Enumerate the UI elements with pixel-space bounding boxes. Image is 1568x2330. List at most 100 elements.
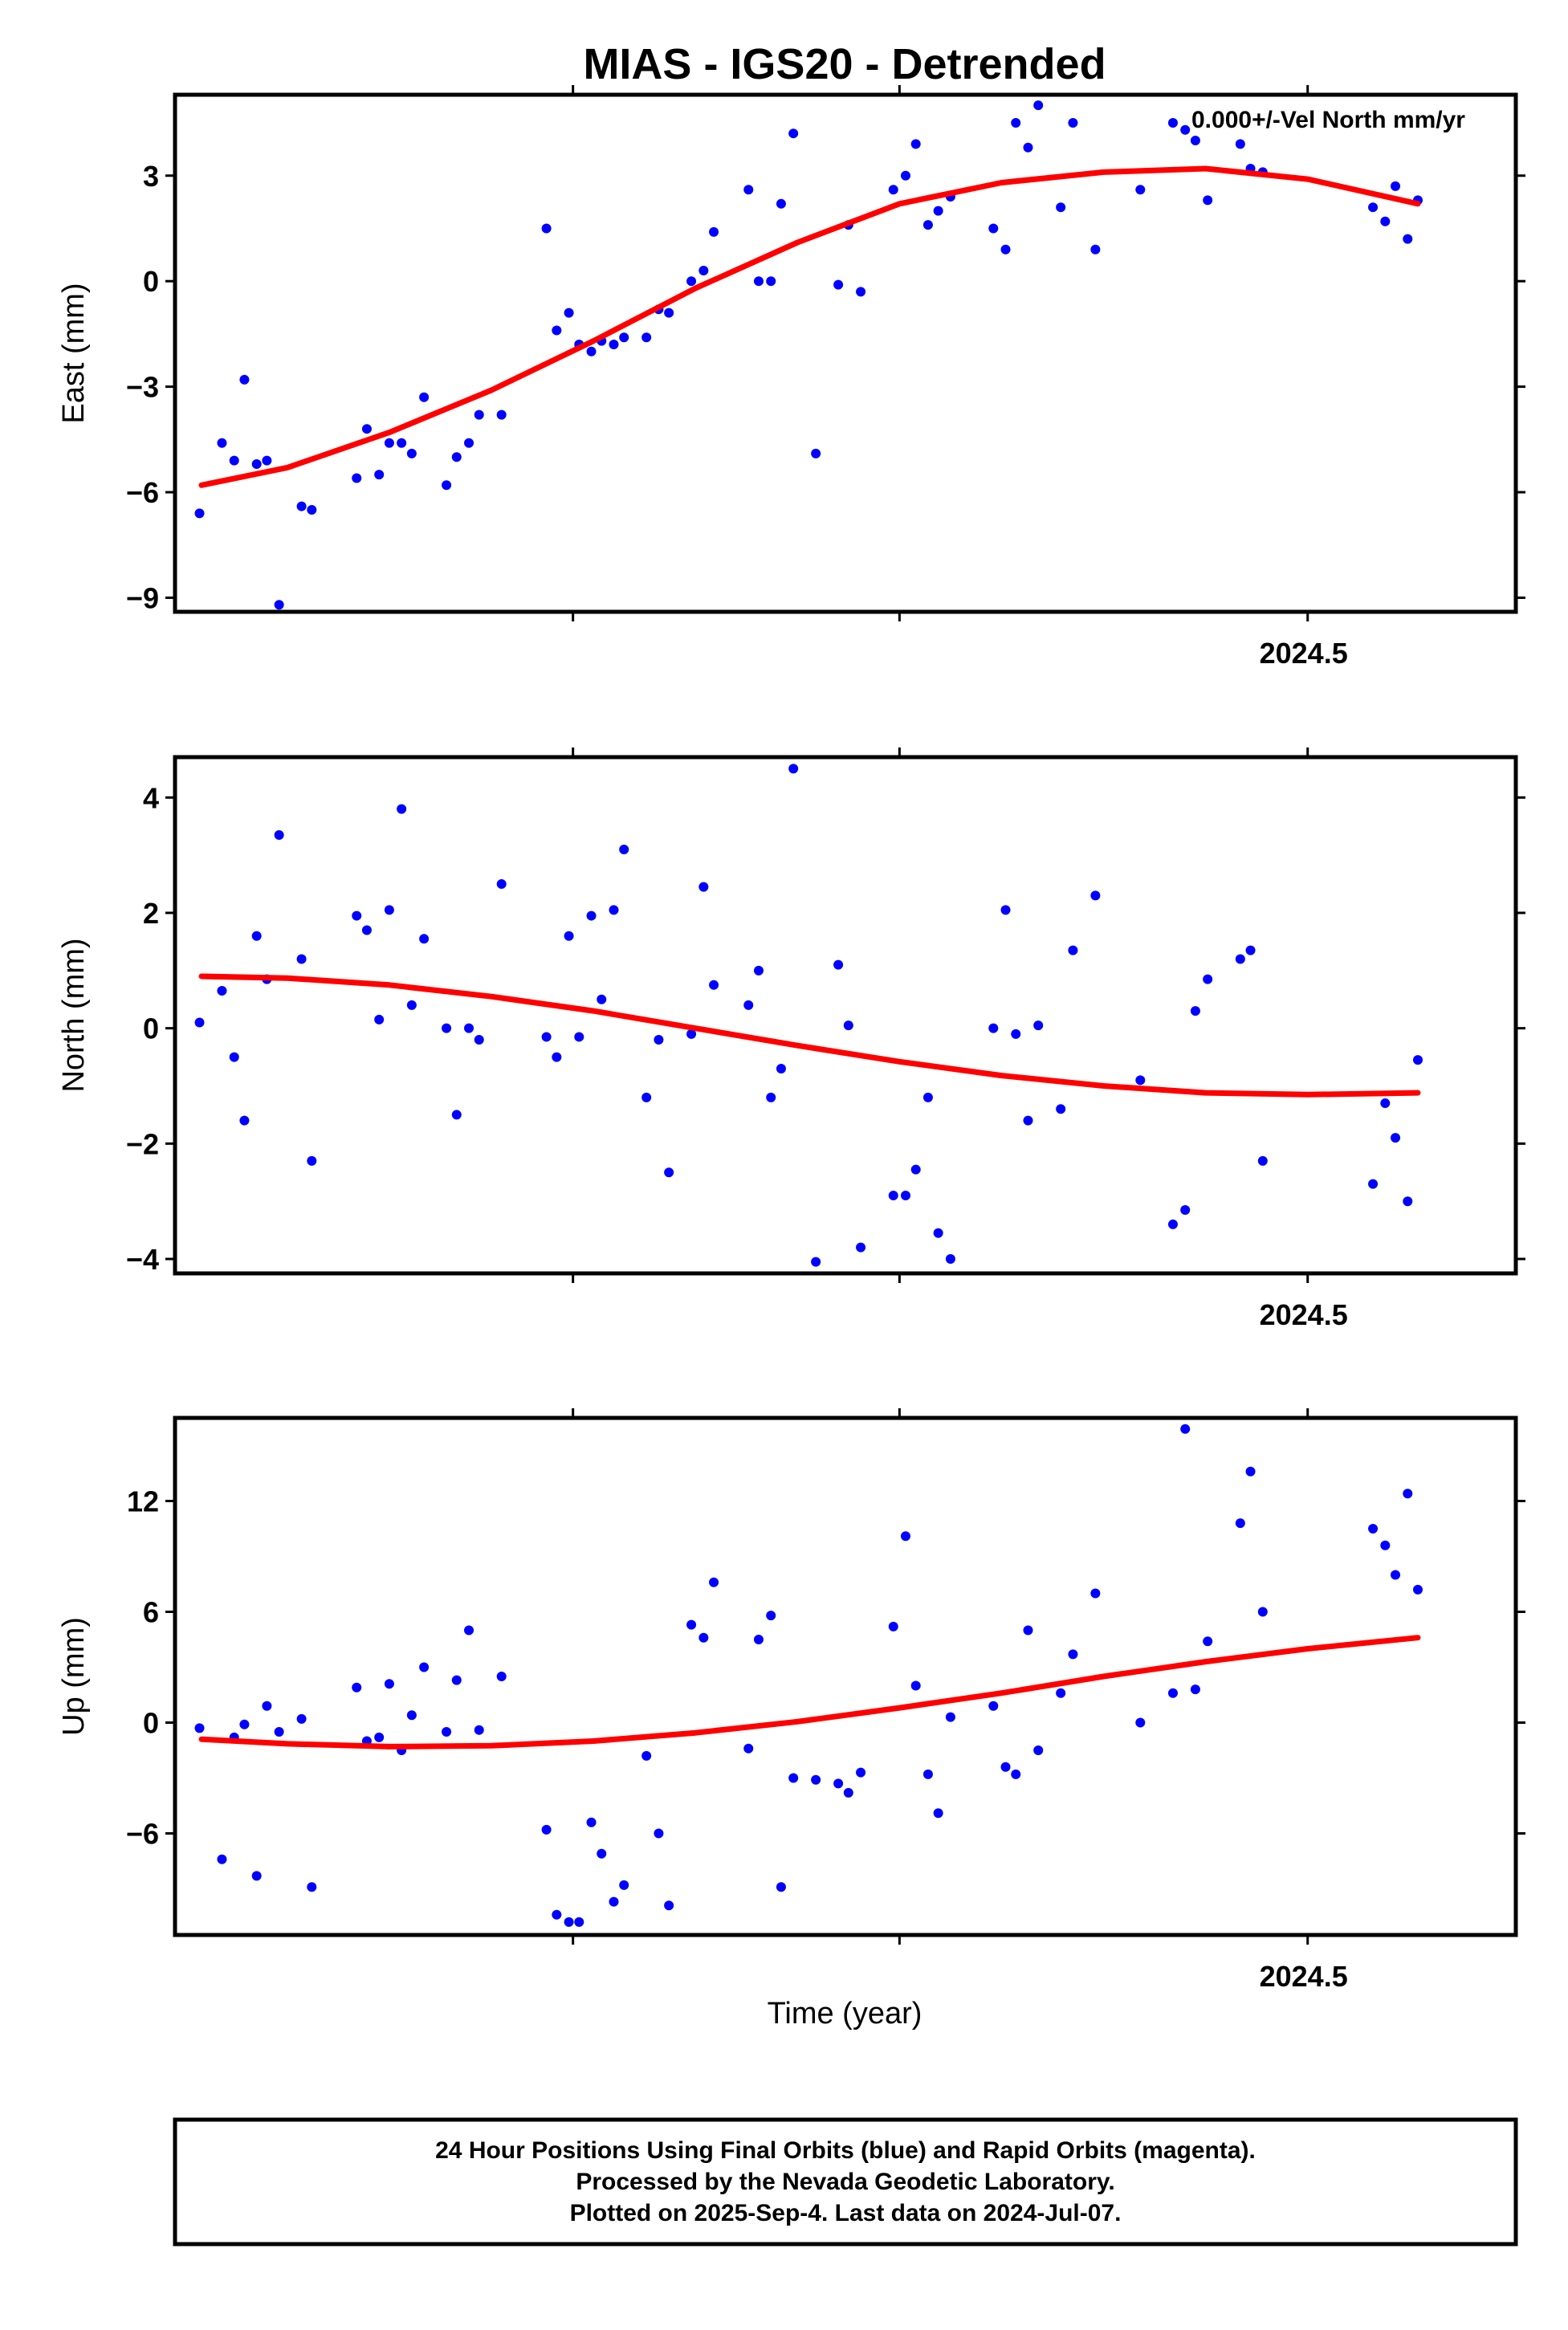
north-data-point: [1368, 1179, 1379, 1189]
north-xtick-label: 2024.5: [1260, 1298, 1348, 1331]
north-data-point: [352, 910, 362, 921]
north-fit-line: [198, 973, 1421, 1098]
up-data-point: [474, 1725, 484, 1735]
north-data-point: [1190, 1006, 1200, 1016]
east-data-point: [239, 374, 250, 385]
north-data-point: [933, 1228, 943, 1238]
north-data-point: [1412, 1055, 1423, 1065]
north-data-point: [664, 1167, 674, 1178]
up-data-point: [922, 1769, 933, 1779]
north-data-point: [753, 965, 764, 976]
east-fit-line: [198, 165, 1421, 488]
east-data-point: [552, 325, 562, 336]
up-fit-line: [198, 1635, 1421, 1750]
north-data-point: [442, 1023, 452, 1033]
north-data-point: [239, 1115, 250, 1126]
up-data-point: [843, 1787, 853, 1798]
north-plot-area: [194, 764, 1423, 1267]
up-data-point: [464, 1625, 474, 1635]
up-data-point: [698, 1632, 709, 1643]
east-data-point: [1368, 202, 1379, 213]
east-data-point: [564, 308, 574, 318]
north-data-point: [843, 1020, 853, 1031]
north-data-point: [406, 1000, 417, 1010]
east-data-point: [496, 409, 507, 420]
east-data-point: [609, 340, 619, 350]
north-data-point: [296, 954, 307, 964]
up-data-point: [1257, 1607, 1268, 1617]
east-data-point: [686, 276, 697, 287]
east-data-point: [1180, 124, 1191, 135]
north-data-point: [1090, 890, 1101, 901]
up-data-point: [552, 1909, 562, 1920]
up-data-point: [1391, 1570, 1401, 1580]
north-data-point: [552, 1052, 562, 1062]
north-data-point: [654, 1035, 664, 1045]
east-data-point: [586, 346, 597, 356]
north-data-point: [1056, 1104, 1066, 1114]
east-data-point: [384, 438, 394, 448]
north-data-point: [1033, 1020, 1044, 1031]
east-data-point: [262, 455, 272, 466]
up-data-point: [597, 1848, 607, 1859]
up-data-point: [1403, 1489, 1413, 1499]
north-data-point: [698, 882, 709, 892]
up-data-point: [1023, 1625, 1033, 1635]
east-data-point: [229, 455, 239, 466]
up-ytick-label: 12: [127, 1485, 159, 1518]
up-plot-area: [194, 1424, 1423, 1927]
east-panel: −9 −6 −3 0 3 2024.5 East (mm): [57, 85, 1525, 670]
up-ytick-label: 0: [143, 1707, 159, 1740]
north-data-point: [945, 1254, 955, 1265]
east-xtick-label: 2024.5: [1260, 637, 1348, 670]
east-data-point: [194, 508, 205, 519]
north-data-point: [1380, 1098, 1391, 1109]
east-data-point: [1068, 118, 1078, 128]
north-data-point: [709, 980, 719, 990]
up-data-point: [1135, 1717, 1146, 1728]
east-y-axis-label: East (mm): [57, 283, 91, 423]
east-data-point: [1023, 142, 1033, 153]
north-data-point: [910, 1164, 921, 1175]
up-data-point: [496, 1672, 507, 1681]
north-data-point: [464, 1023, 474, 1033]
east-data-point: [251, 459, 262, 469]
up-data-point: [788, 1773, 799, 1783]
east-data-point: [753, 276, 764, 287]
east-data-point: [619, 332, 629, 343]
up-data-point: [296, 1713, 307, 1724]
north-data-point: [811, 1257, 821, 1267]
up-data-point: [374, 1732, 385, 1742]
north-data-point: [564, 931, 574, 941]
north-data-point: [574, 1032, 584, 1042]
north-data-point: [1203, 974, 1213, 984]
north-data-point: [1245, 945, 1256, 955]
north-data-point: [888, 1191, 898, 1201]
up-data-point: [686, 1619, 697, 1630]
east-ytick-label: −9: [126, 581, 159, 614]
up-data-point: [900, 1531, 910, 1542]
up-data-point: [776, 1882, 786, 1892]
east-data-point: [1090, 244, 1101, 255]
east-data-point: [451, 452, 462, 462]
north-data-point: [274, 829, 284, 840]
east-data-point: [709, 226, 719, 237]
east-data-point: [922, 220, 933, 230]
up-data-point: [888, 1621, 898, 1631]
up-data-point: [251, 1871, 262, 1881]
east-data-point: [1190, 135, 1200, 145]
north-data-point: [474, 1035, 484, 1045]
up-panel: −6 0 6 12 2024.5 Up (mm): [57, 1408, 1525, 1993]
east-data-point: [900, 170, 910, 181]
east-plot-area: [194, 100, 1423, 610]
up-data-point: [1000, 1762, 1011, 1772]
north-y-axis-label: North (mm): [57, 938, 91, 1092]
up-data-point: [574, 1917, 584, 1927]
east-data-point: [1000, 244, 1011, 255]
east-data-point: [442, 480, 452, 491]
up-data-point: [541, 1824, 552, 1835]
up-data-point: [709, 1577, 719, 1587]
up-data-point: [1235, 1518, 1245, 1529]
up-data-point: [766, 1611, 776, 1621]
footer-line-1: 24 Hour Positions Using Final Orbits (bl…: [435, 2137, 1256, 2164]
